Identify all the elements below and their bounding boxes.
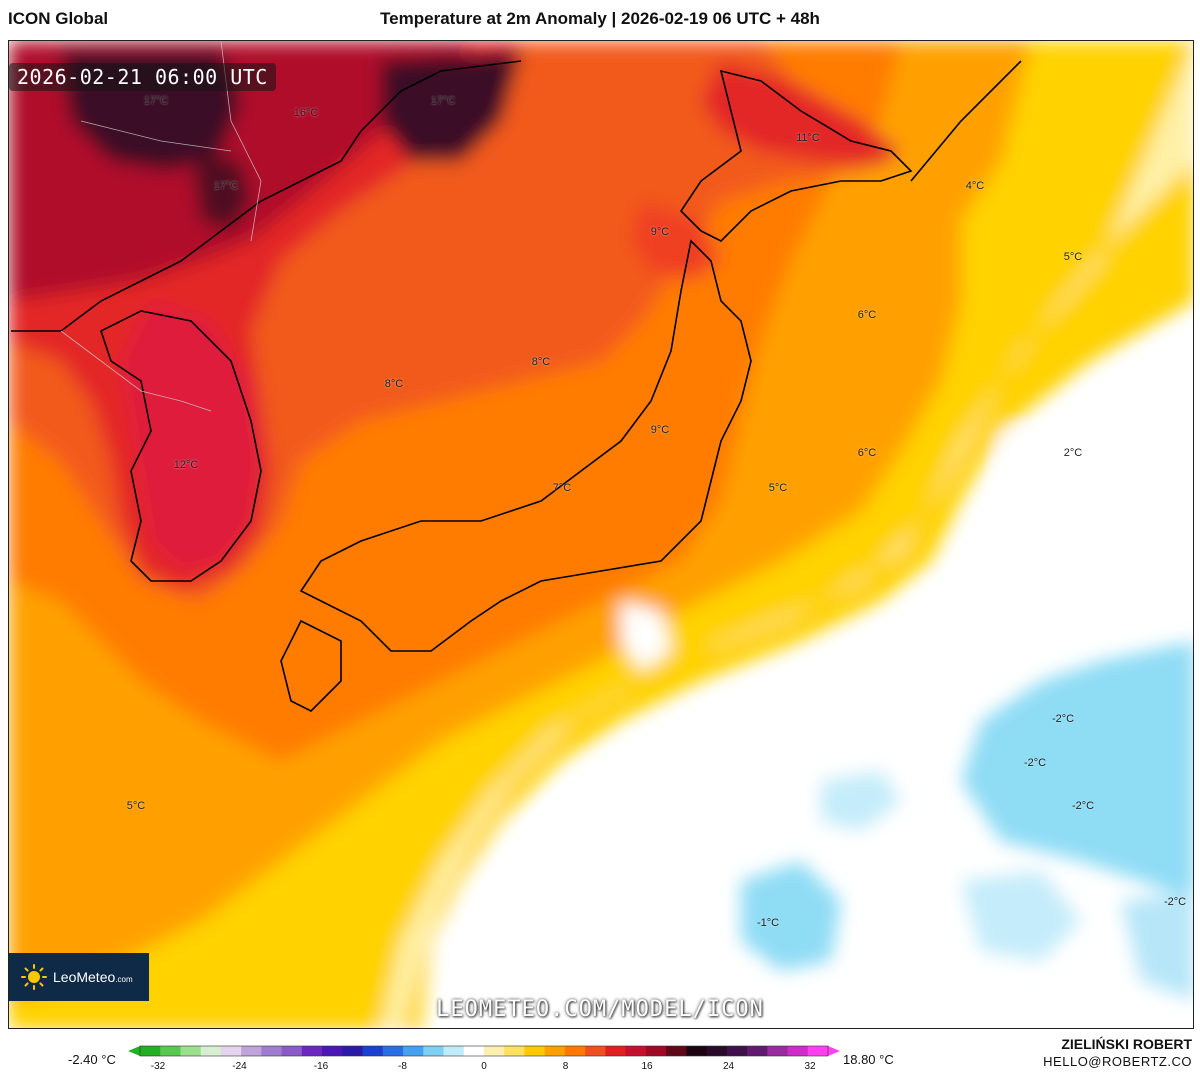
sun-icon — [21, 964, 47, 990]
colorbar-segment — [504, 1046, 525, 1056]
colorbar-tick-label: 8 — [562, 1061, 569, 1072]
temperature-label: 7°C — [552, 482, 572, 494]
temperature-label: 6°C — [857, 309, 877, 321]
colorbar-segment — [140, 1046, 161, 1056]
colorbar-segment — [160, 1046, 181, 1056]
temperature-label: 11°C — [796, 132, 820, 144]
temperature-anomaly-map — [9, 41, 1193, 1028]
colorbar — [128, 1045, 840, 1057]
colorbar-segment — [686, 1046, 708, 1056]
colorbar-tick-label: -24 — [232, 1061, 247, 1072]
colorbar-tick-label: -16 — [313, 1061, 329, 1072]
coastlines — [11, 60, 1022, 712]
colorbar-segment — [605, 1046, 627, 1056]
anomaly-zone-blue — [961, 641, 1193, 901]
colorbar-outline — [139, 1045, 829, 1057]
temperature-label: 17°C — [213, 180, 239, 192]
temperature-label: 17°C — [430, 95, 456, 107]
temperature-label: -2°C — [1051, 713, 1075, 725]
temperature-label: 5°C — [1063, 251, 1083, 263]
watermark: LEOMETEO.COM/MODEL/ICON — [436, 997, 764, 1022]
colorbar-segment — [706, 1046, 728, 1056]
colorbar-segment — [261, 1046, 283, 1056]
temperature-label: 9°C — [650, 226, 670, 238]
temperature-label: -2°C — [1071, 800, 1095, 812]
temperature-label: 9°C — [650, 424, 670, 436]
colorbar-segment — [767, 1046, 789, 1056]
colorbar-segment — [585, 1046, 606, 1056]
temperature-label: 12°C — [173, 459, 199, 471]
colorbar-segment — [625, 1046, 647, 1056]
colorbar-segment — [787, 1046, 809, 1056]
colorbar-segment — [807, 1046, 829, 1056]
max-value: 18.80 °C — [843, 1052, 894, 1067]
map-frame[interactable]: 2026-02-21 06:00 UTC 17°C 16°C 17°C 17°C… — [8, 40, 1194, 1029]
logo-text: LeoMeteo.com — [53, 969, 133, 985]
colorbar-segment — [564, 1046, 586, 1056]
colorbar-segment — [443, 1046, 465, 1056]
colorbar-segment — [241, 1046, 262, 1056]
header: ICON Global Temperature at 2m Anomaly | … — [0, 0, 1200, 40]
colorbar-min-arrow — [128, 1046, 140, 1056]
model-name: ICON Global — [8, 9, 109, 28]
temperature-label: 5°C — [768, 482, 788, 494]
colorbar-segment — [524, 1046, 546, 1056]
colorbar-segment — [423, 1046, 445, 1056]
colorbar-segment — [200, 1046, 222, 1056]
colorbar-tick-label: -8 — [398, 1061, 407, 1072]
leometeo-logo[interactable]: LeoMeteo.com — [9, 953, 149, 1001]
colorbar-segment — [463, 1046, 485, 1056]
map-title: Temperature at 2m Anomaly | 2026-02-19 0… — [380, 9, 820, 28]
colorbar-tick-label: 32 — [804, 1061, 816, 1072]
temperature-label: -2°C — [1023, 757, 1047, 769]
colorbar-segment — [301, 1046, 323, 1056]
temperature-label: 6°C — [857, 447, 877, 459]
colorbar-legend: -2.40 °C -32 -24 -16 -8 0 8 16 24 32 18.80 °C — [0, 1033, 1200, 1074]
temperature-label: 16°C — [293, 107, 319, 119]
author-name: ZIELIŃSKI ROBERT — [1061, 1036, 1192, 1052]
colorbar-tick-label: -32 — [150, 1061, 166, 1072]
colorbar-tick-label: 16 — [641, 1061, 653, 1072]
colorbar-segment — [484, 1046, 505, 1056]
temperature-label: -2°C — [1163, 896, 1187, 908]
author-email[interactable]: HELLO@ROBERTZ.CO — [1043, 1054, 1192, 1069]
valid-time-badge: 2026-02-21 06:00 UTC — [9, 63, 276, 91]
colorbar-segment — [281, 1046, 303, 1056]
colorbar-segment — [726, 1046, 748, 1056]
colorbar-segment — [220, 1046, 242, 1056]
temperature-label: 2°C — [1063, 447, 1083, 459]
colorbar-tick-label: 24 — [722, 1061, 735, 1072]
colorbar-segment — [645, 1046, 667, 1056]
min-value: -2.40 °C — [68, 1052, 116, 1067]
colorbar-segment — [747, 1046, 768, 1056]
temperature-label: 8°C — [384, 378, 404, 390]
colorbar-segment — [382, 1046, 404, 1056]
temperature-label: 4°C — [965, 180, 985, 192]
colorbar-segment — [403, 1046, 424, 1056]
colorbar-segment — [342, 1046, 364, 1056]
temperature-label: 17°C — [143, 95, 169, 107]
colorbar-tick-label: 0 — [481, 1061, 487, 1072]
colorbar-segment — [666, 1046, 687, 1056]
colorbar-segment — [544, 1046, 566, 1056]
temperature-label: 8°C — [531, 356, 551, 368]
colorbar-segment — [322, 1046, 343, 1056]
colorbar-segment — [362, 1046, 384, 1056]
colorbar-max-arrow — [828, 1046, 840, 1056]
colorbar-segment — [180, 1046, 202, 1056]
temperature-label: 5°C — [126, 800, 146, 812]
temperature-label: -1°C — [756, 917, 780, 929]
